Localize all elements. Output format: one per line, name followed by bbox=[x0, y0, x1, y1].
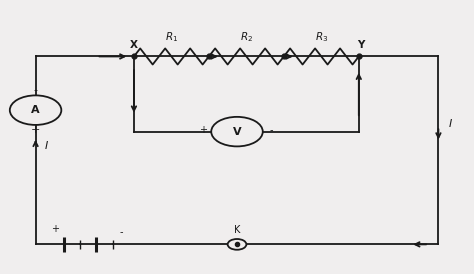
Circle shape bbox=[228, 239, 246, 250]
Text: X: X bbox=[130, 40, 138, 50]
Text: +: + bbox=[51, 224, 59, 234]
Text: V: V bbox=[233, 127, 241, 137]
Text: -: - bbox=[34, 85, 37, 96]
Text: -: - bbox=[269, 125, 273, 135]
Text: $R_3$: $R_3$ bbox=[315, 30, 328, 44]
Text: $R_2$: $R_2$ bbox=[240, 30, 253, 44]
Text: Y: Y bbox=[357, 40, 365, 50]
Text: -: - bbox=[119, 227, 123, 237]
Text: I: I bbox=[448, 119, 452, 129]
Text: +: + bbox=[31, 125, 40, 135]
Circle shape bbox=[10, 95, 61, 125]
Circle shape bbox=[211, 117, 263, 146]
Text: K: K bbox=[234, 225, 240, 235]
Text: I: I bbox=[44, 141, 47, 152]
Text: $R_1$: $R_1$ bbox=[165, 30, 178, 44]
Text: A: A bbox=[31, 105, 40, 115]
Text: +: + bbox=[199, 125, 207, 135]
